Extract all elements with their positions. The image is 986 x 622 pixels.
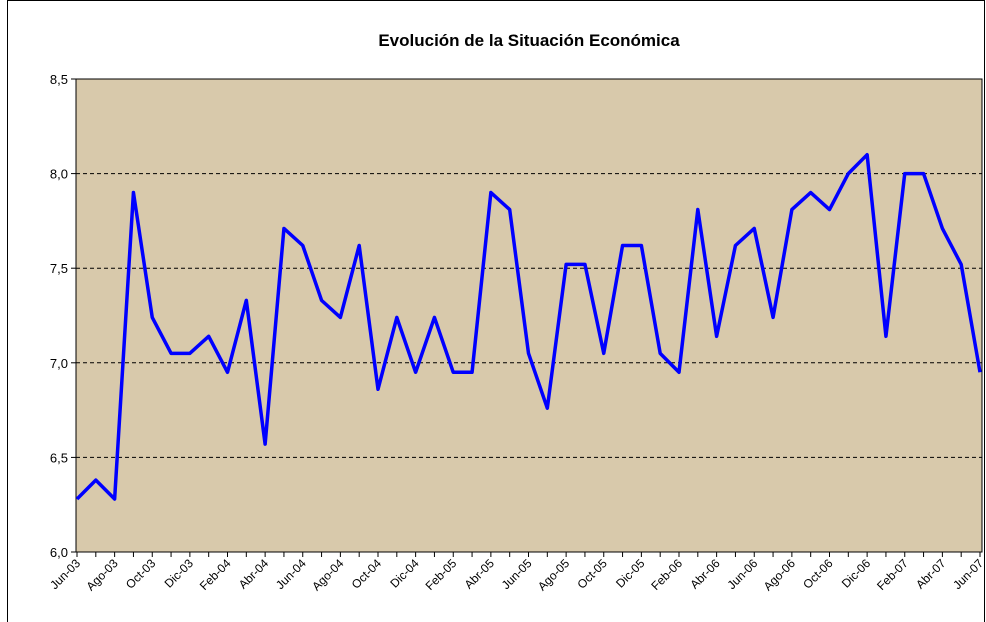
data-line (75, 152, 982, 501)
y-tick-label: 6,0 (50, 545, 68, 560)
chart-title: Evolución de la Situación Económica (378, 31, 680, 50)
y-tick-label: 7,5 (50, 261, 68, 276)
y-tick-label: 8,5 (50, 72, 68, 87)
y-tick-label: 7,0 (50, 356, 68, 371)
y-tick-label: 8,0 (50, 167, 68, 182)
y-tick-label: 6,5 (50, 450, 68, 465)
plot-area (76, 79, 982, 552)
